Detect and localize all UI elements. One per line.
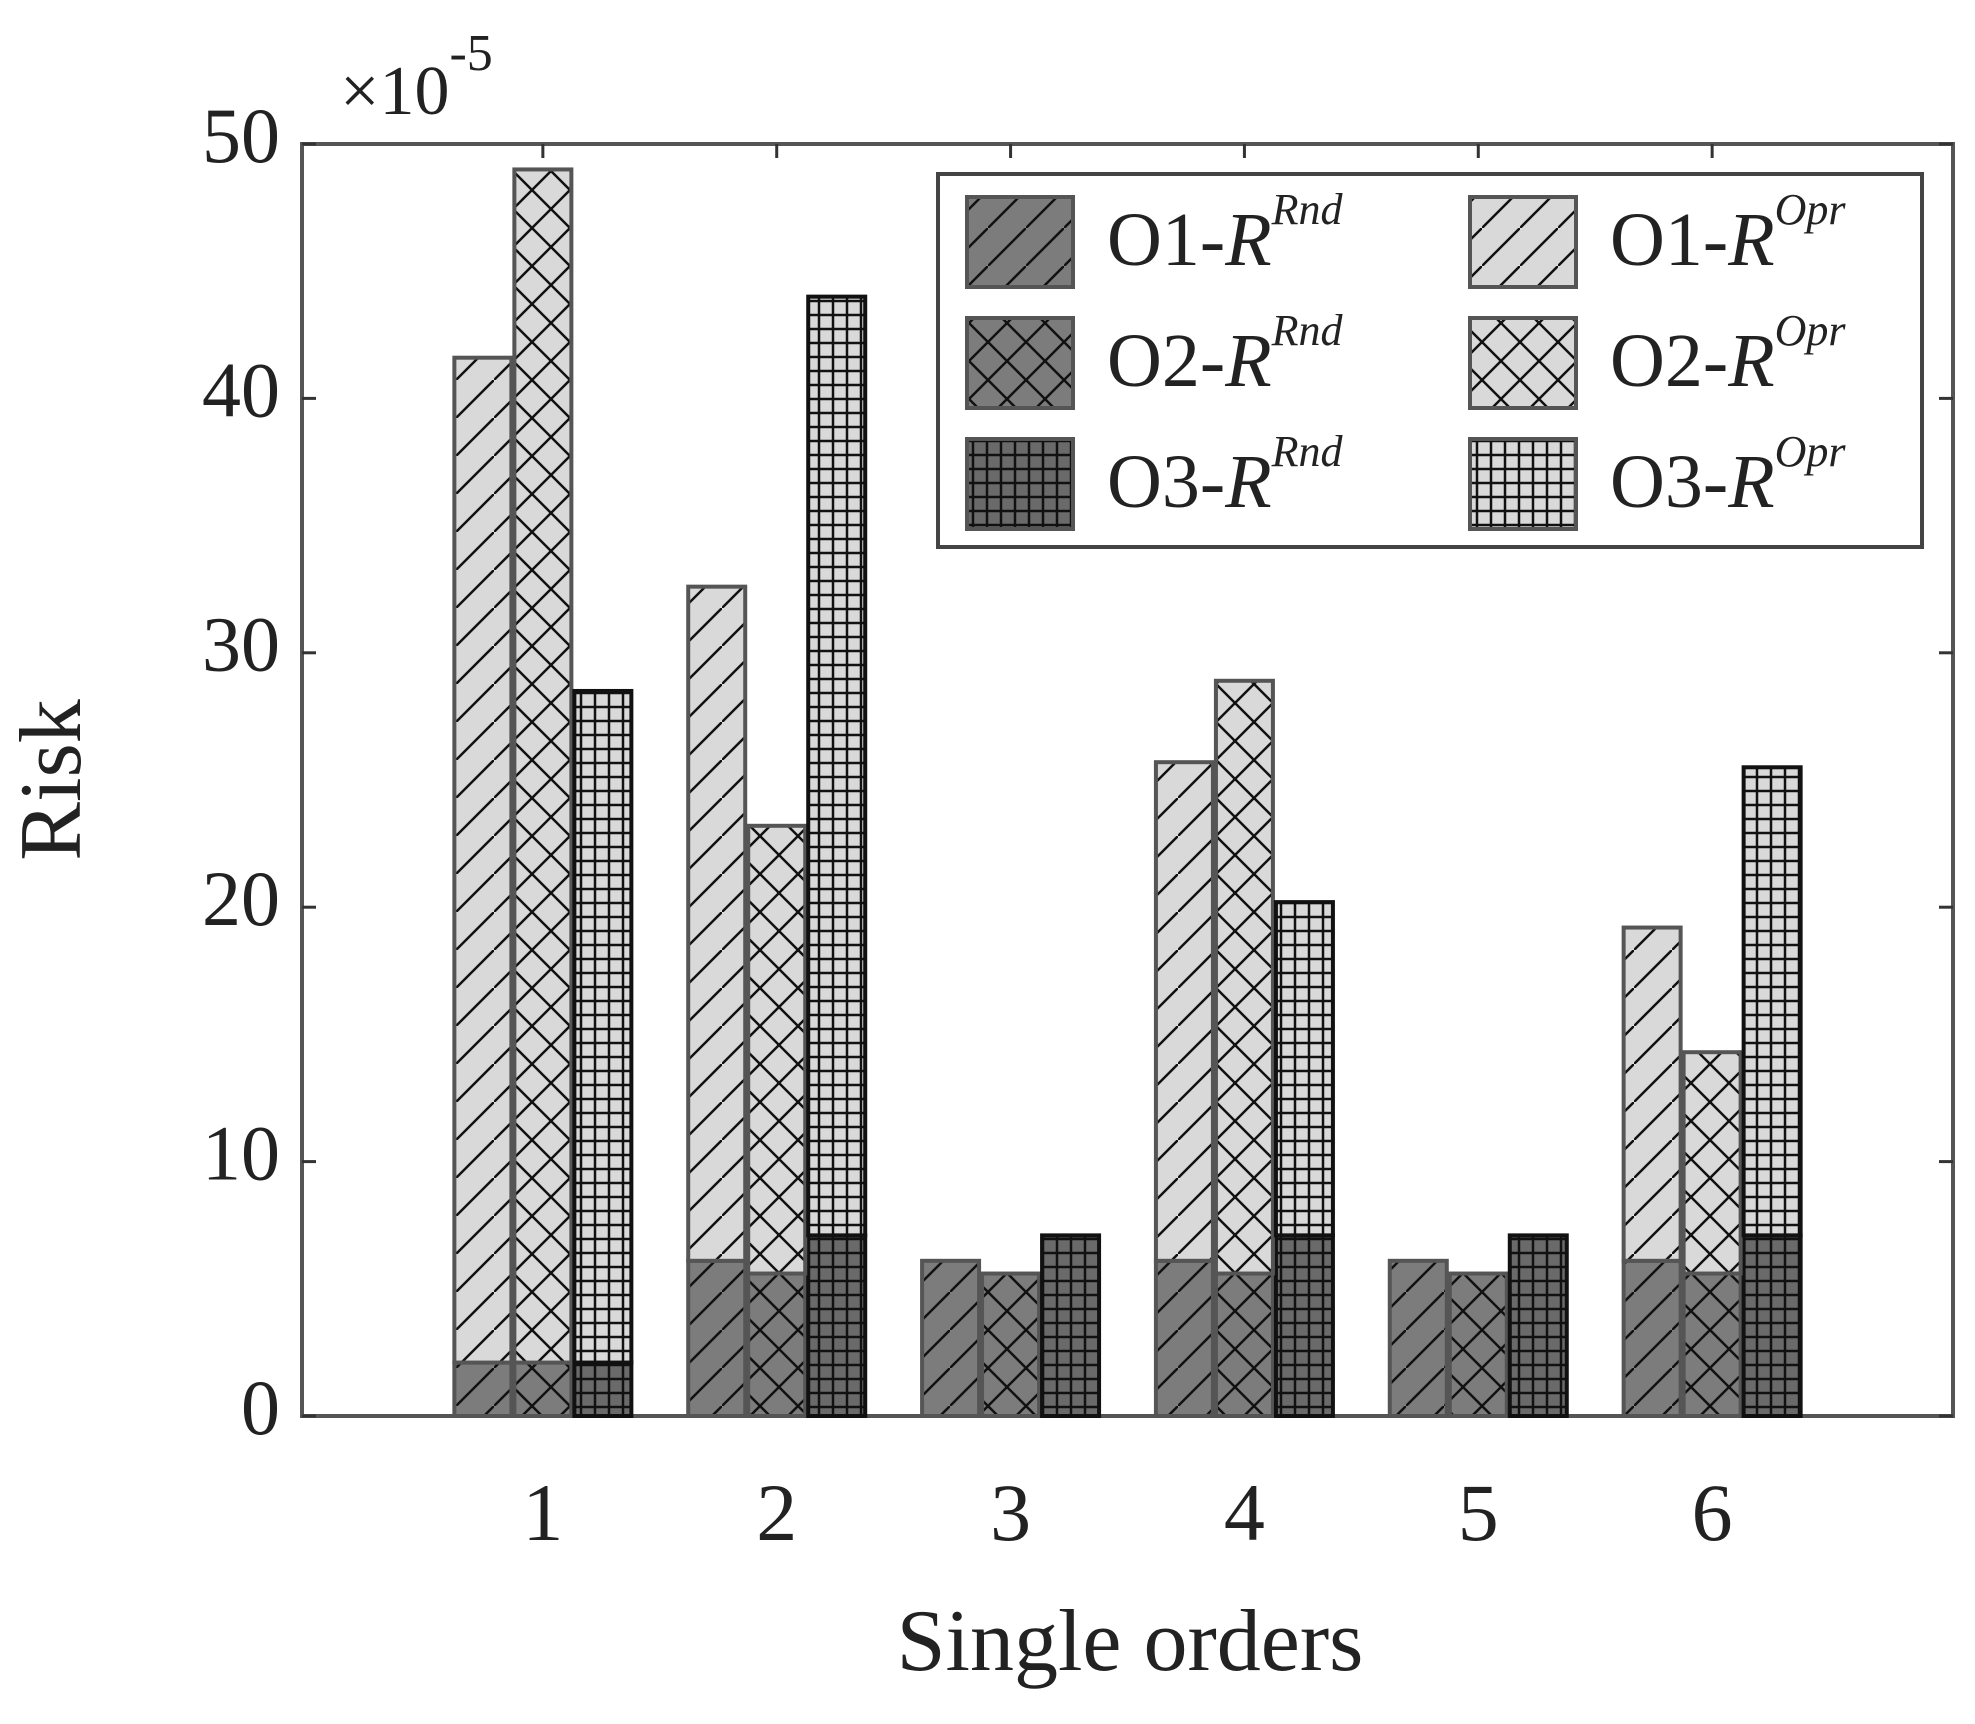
bar xyxy=(686,584,748,1263)
legend-name: O3- xyxy=(1107,440,1225,524)
x-tick-label: 1 xyxy=(522,1467,563,1558)
y-axis-label: Risk xyxy=(3,699,100,860)
legend-superscript: Rnd xyxy=(1271,306,1344,355)
y-tick-label: 0 xyxy=(241,1364,280,1451)
bar xyxy=(1741,1233,1803,1418)
bar xyxy=(452,355,514,1365)
y-multiplier: ×10-5 xyxy=(340,25,493,130)
legend-symbol: R xyxy=(1727,198,1774,282)
legend-label: O3-ROpr xyxy=(1610,427,1846,524)
bar xyxy=(512,167,574,1365)
x-tick-label: 6 xyxy=(1692,1467,1733,1558)
y-multiplier-base: ×10 xyxy=(340,53,449,130)
legend-swatch xyxy=(965,195,1075,289)
y-multiplier-exponent: -5 xyxy=(449,25,492,82)
bar xyxy=(920,1258,982,1419)
legend-superscript: Opr xyxy=(1775,185,1847,234)
bar xyxy=(572,688,634,1365)
legend-label: O2-ROpr xyxy=(1610,306,1846,403)
legend-name: O3- xyxy=(1610,440,1728,524)
legend-swatch xyxy=(965,316,1075,410)
bar xyxy=(1681,1271,1743,1419)
bar xyxy=(1447,1271,1509,1419)
bar xyxy=(806,1233,868,1418)
bar xyxy=(746,823,808,1276)
bar xyxy=(1213,1271,1275,1419)
legend-label: O1-RRnd xyxy=(1107,185,1344,282)
bar xyxy=(1681,1050,1743,1276)
legend-swatch xyxy=(1468,437,1578,531)
legend-name: O1- xyxy=(1610,198,1728,282)
legend-superscript: Rnd xyxy=(1271,427,1344,476)
bar xyxy=(1153,1258,1215,1419)
bar xyxy=(1273,900,1335,1238)
bar xyxy=(1213,678,1275,1276)
bar xyxy=(806,294,868,1238)
legend-swatch xyxy=(1468,316,1578,410)
y-tick-label: 50 xyxy=(202,92,280,179)
legend-superscript: Opr xyxy=(1775,306,1847,355)
x-tick-label: 2 xyxy=(756,1467,797,1558)
legend-superscript: Rnd xyxy=(1271,185,1344,234)
bar xyxy=(1387,1258,1449,1419)
bar xyxy=(1040,1233,1102,1418)
bar xyxy=(1741,765,1803,1238)
legend-superscript: Opr xyxy=(1775,427,1847,476)
legend-symbol: R xyxy=(1224,440,1271,524)
x-tick-label: 4 xyxy=(1224,1467,1265,1558)
legend-label: O2-RRnd xyxy=(1107,306,1344,403)
y-tick-label: 10 xyxy=(202,1110,280,1197)
bar xyxy=(1507,1233,1569,1418)
bar xyxy=(1621,925,1683,1263)
legend-name: O2- xyxy=(1107,319,1225,403)
bar xyxy=(572,1360,634,1419)
legend-swatch xyxy=(965,437,1075,531)
bar xyxy=(1273,1233,1335,1418)
bar xyxy=(686,1258,748,1419)
y-tick-label: 30 xyxy=(202,601,280,688)
legend-symbol: R xyxy=(1727,319,1774,403)
bar xyxy=(980,1271,1042,1419)
y-tick-label: 20 xyxy=(202,855,280,942)
y-tick-label: 40 xyxy=(202,346,280,433)
legend-symbol: R xyxy=(1224,319,1271,403)
bar xyxy=(452,1360,514,1419)
legend-swatch xyxy=(1468,195,1578,289)
legend-symbol: R xyxy=(1224,198,1271,282)
legend-label: O3-RRnd xyxy=(1107,427,1344,524)
legend-box xyxy=(936,172,1924,549)
x-axis-label: Single orders xyxy=(897,1593,1364,1690)
legend-symbol: R xyxy=(1727,440,1774,524)
legend-label: O1-ROpr xyxy=(1610,185,1846,282)
x-tick-label: 3 xyxy=(990,1467,1031,1558)
legend-name: O2- xyxy=(1610,319,1728,403)
legend-name: O1- xyxy=(1107,198,1225,282)
bar xyxy=(746,1271,808,1419)
bar xyxy=(1621,1258,1683,1419)
bar xyxy=(1153,760,1215,1263)
bar xyxy=(512,1360,574,1419)
x-tick-label: 5 xyxy=(1458,1467,1499,1558)
